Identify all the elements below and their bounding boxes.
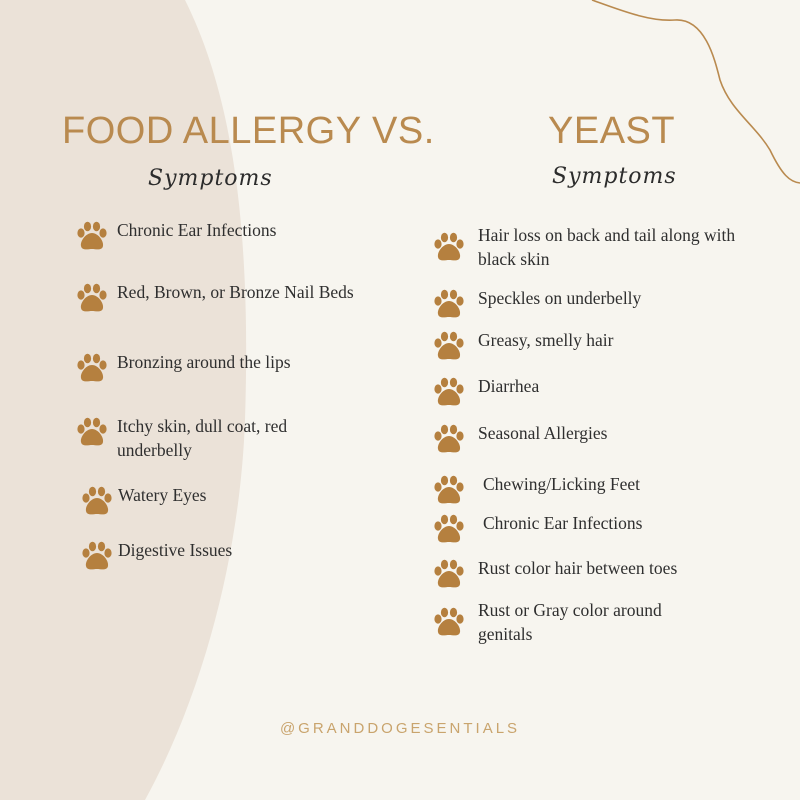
paw-icon <box>434 424 464 453</box>
paw-icon <box>434 475 464 504</box>
list-item: Hair loss on back and tail along with bl… <box>432 223 758 271</box>
left-arch-shape <box>0 0 247 800</box>
symptom-text: Itchy skin, dull coat, red underbelly <box>117 416 288 460</box>
list-item: Chronic Ear Infections <box>432 511 763 547</box>
paw-icon <box>77 417 107 446</box>
symptom-text: Greasy, smelly hair <box>478 330 614 350</box>
list-item: Chewing/Licking Feet <box>432 472 763 508</box>
list-item: Itchy skin, dull coat, red underbelly <box>75 414 337 462</box>
list-item: Rust color hair between toes <box>432 556 758 592</box>
list-item: Digestive Issues <box>80 538 318 574</box>
footer-handle: @GRANDDOGESENTIALS <box>279 720 521 737</box>
vs-label: VS. <box>372 110 435 152</box>
food-allergy-subtitle: Symptoms <box>148 166 273 191</box>
symptom-text: Seasonal Allergies <box>478 423 608 443</box>
paw-icon <box>77 283 107 312</box>
symptom-text: Hair loss on back and tail along with bl… <box>478 225 736 269</box>
symptom-text: Speckles on underbelly <box>478 288 642 308</box>
symptom-text: Digestive Issues <box>118 540 233 560</box>
paw-icon <box>434 607 464 636</box>
symptom-text: Red, Brown, or Bronze Nail Beds <box>117 282 354 302</box>
list-item: Speckles on underbelly <box>432 286 758 322</box>
symptom-text: Watery Eyes <box>118 485 207 505</box>
yeast-title: YEAST <box>548 110 676 152</box>
paw-icon <box>434 331 464 360</box>
symptom-text: Diarrhea <box>478 376 540 396</box>
list-item: Diarrhea <box>432 374 758 410</box>
list-item: Bronzing around the lips <box>75 350 367 386</box>
paw-icon <box>434 377 464 406</box>
symptom-text: Chewing/Licking Feet <box>483 474 640 494</box>
decorative-curve-line <box>591 0 800 184</box>
symptom-text: Rust or Gray color around genitals <box>478 600 662 644</box>
list-item: Rust or Gray color around genitals <box>432 598 718 646</box>
paw-icon <box>434 289 464 318</box>
symptom-text: Chronic Ear Infections <box>117 220 277 240</box>
food-allergy-title: FOOD ALLERGY <box>62 110 362 152</box>
symptom-text: Chronic Ear Infections <box>483 513 643 533</box>
paw-icon <box>77 221 107 250</box>
symptom-text: Rust color hair between toes <box>478 558 678 578</box>
list-item: Seasonal Allergies <box>432 421 758 457</box>
list-item: Watery Eyes <box>80 483 318 519</box>
list-item: Greasy, smelly hair <box>432 328 758 364</box>
yeast-subtitle: Symptoms <box>552 164 677 189</box>
list-item: Chronic Ear Infections <box>75 218 367 254</box>
symptom-text: Bronzing around the lips <box>117 352 291 372</box>
paw-icon <box>434 514 464 543</box>
paw-icon <box>82 541 112 570</box>
paw-icon <box>434 559 464 588</box>
paw-icon <box>82 486 112 515</box>
paw-icon <box>434 232 464 261</box>
paw-icon <box>77 353 107 382</box>
list-item: Red, Brown, or Bronze Nail Beds <box>75 280 367 316</box>
